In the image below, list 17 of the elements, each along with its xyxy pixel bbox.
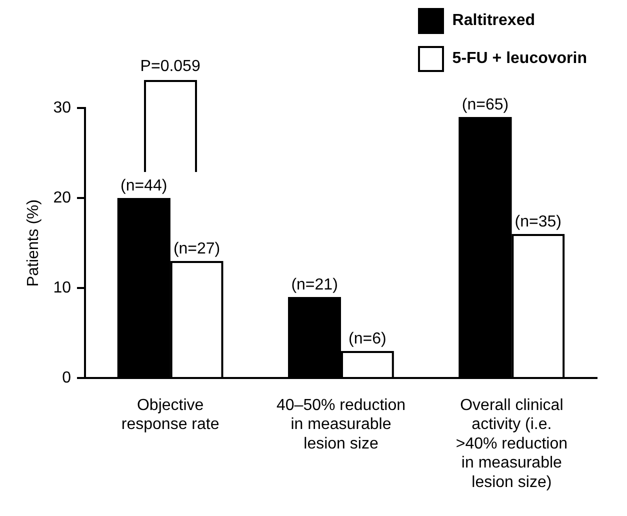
annotation: (n=27) [173, 240, 220, 258]
annotation: (n=6) [348, 330, 386, 348]
annotation: (n=35) [514, 213, 562, 230]
y-axis-title: Patients (%) [25, 199, 42, 287]
x-tick-label: Overall clinical activity (i.e. >40% reduction in measurable lesion size) [456, 397, 568, 491]
y-tick-label: 10 [53, 279, 72, 296]
annotation: (n=65) [462, 96, 509, 114]
y-tick-label: 30 [53, 99, 72, 116]
y-tick-label: 20 [53, 189, 72, 206]
annotation: (n=44) [120, 177, 168, 194]
legend-label: 5-FU + leucovorin [452, 50, 587, 68]
annotation: (n=21) [291, 276, 338, 294]
x-tick-label: 40–50% reduction in measurable lesion size [276, 397, 406, 452]
x-tick-label: Objective response rate [121, 397, 220, 434]
y-tick-label: 0 [62, 369, 72, 386]
text: P=0.059 [140, 58, 200, 76]
legend-label: Raltitrexed [452, 12, 535, 30]
